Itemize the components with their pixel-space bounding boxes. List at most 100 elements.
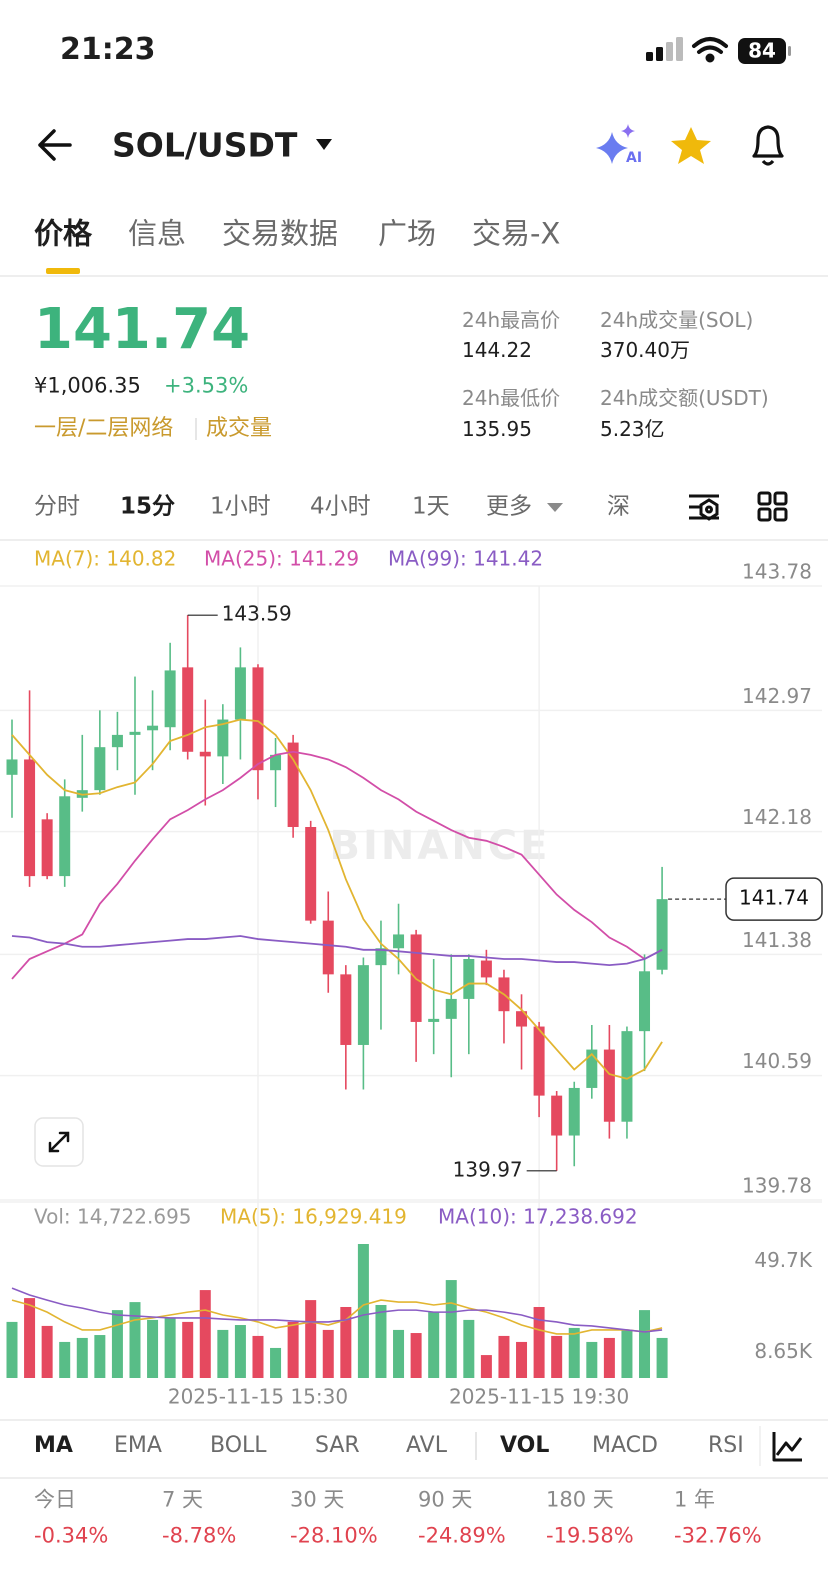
volume-bar <box>480 1355 492 1378</box>
alert-bell[interactable] <box>752 125 784 166</box>
performance-label: 90 天 <box>418 1487 473 1512</box>
performance-value: -28.10% <box>290 1523 378 1548</box>
volume-bar <box>59 1341 71 1378</box>
interval[interactable]: 更多 <box>486 493 532 520</box>
interval[interactable]: 分时 <box>34 493 80 520</box>
candle-body <box>199 751 211 757</box>
volume-bar <box>147 1319 159 1378</box>
indicator[interactable]: SAR <box>315 1433 360 1458</box>
interval[interactable]: 15分 <box>120 493 176 520</box>
interval[interactable]: 1小时 <box>210 493 271 520</box>
battery <box>738 38 786 64</box>
volume-legend: MA(5): 16,929.419 <box>220 1205 407 1229</box>
performance-value: -8.78% <box>162 1523 237 1548</box>
ma-line <box>11 718 663 1080</box>
fiat-price: ¥1,006.35 <box>34 373 141 398</box>
candle-body <box>147 725 159 731</box>
more-dropdown[interactable] <box>547 503 563 512</box>
interval[interactable]: 1天 <box>412 493 450 520</box>
ai-badge: AI <box>626 150 642 166</box>
tab[interactable]: 交易数据 <box>222 216 339 251</box>
indicator[interactable]: MA <box>34 1433 73 1458</box>
candle-body <box>568 1087 580 1136</box>
candle-body <box>445 998 457 1019</box>
kline-plot: 139.78 140.59 141.38 142.18 142.97 143.78 BINA… <box>0 547 823 1409</box>
indicator[interactable]: VOL <box>500 1433 550 1458</box>
volume-bar <box>410 1333 422 1378</box>
candle-body <box>463 959 475 999</box>
ai-button[interactable]: AI <box>596 124 642 166</box>
interval[interactable]: 深 <box>607 493 630 520</box>
candle-body <box>340 974 352 1045</box>
tag[interactable]: 一层/二层网络 <box>34 416 174 441</box>
candle-body <box>551 1095 563 1136</box>
volume-bar <box>586 1341 598 1378</box>
volume-bar <box>516 1341 528 1378</box>
tab[interactable]: 广场 <box>378 216 437 251</box>
indicator[interactable]: AVL <box>406 1433 447 1458</box>
volume-bar <box>234 1325 246 1378</box>
fullscreen-button[interactable] <box>34 1117 84 1167</box>
price-axis-label: 143.78 <box>742 560 812 584</box>
volume-bar <box>287 1321 299 1378</box>
volume-bar <box>76 1337 88 1378</box>
candle-body <box>603 1049 615 1122</box>
volume-bar <box>428 1312 440 1378</box>
performance-label: 1 年 <box>674 1487 716 1512</box>
volume-bar <box>357 1244 369 1378</box>
indicator[interactable]: BOLL <box>210 1433 267 1458</box>
tab[interactable]: 价格 <box>34 216 93 251</box>
battery-level: 84 <box>748 39 776 63</box>
pair-dropdown[interactable] <box>316 139 332 150</box>
volume-bar <box>322 1329 334 1378</box>
volume-bar <box>340 1306 352 1378</box>
wifi-icon <box>692 37 728 63</box>
status-time: 21:23 <box>60 32 156 67</box>
tab[interactable]: 交易-X <box>472 216 561 251</box>
candle-body <box>322 920 334 975</box>
stat-value: 370.40万 <box>600 338 690 362</box>
indicator[interactable]: EMA <box>114 1433 162 1458</box>
volume-bar <box>656 1337 668 1378</box>
stat-value: 135.95 <box>462 417 532 441</box>
favorite-star[interactable] <box>671 127 711 164</box>
pair-title[interactable]: SOL/USDT <box>112 125 298 165</box>
interval[interactable]: 4小时 <box>310 493 371 520</box>
indicator-settings-icon[interactable] <box>772 1432 803 1462</box>
watermark: BINANCE <box>330 823 551 869</box>
volume-bar <box>6 1321 18 1378</box>
candle-body <box>182 667 194 752</box>
candle-body <box>375 948 387 966</box>
back-button[interactable] <box>38 129 72 161</box>
candle-body <box>217 719 229 757</box>
ma-legend: MA(7): 140.82 <box>34 547 176 571</box>
candle-body <box>252 667 264 771</box>
volume-bar <box>94 1335 106 1378</box>
price-axis-label: 140.59 <box>742 1049 812 1073</box>
candle-body <box>621 1031 633 1122</box>
performance-label: 7 天 <box>162 1487 204 1512</box>
low-label: 139.97 <box>453 1157 523 1181</box>
ma-line <box>11 750 663 980</box>
chart-settings-icon[interactable] <box>689 494 719 521</box>
tag[interactable]: 成交量 <box>206 416 273 441</box>
volume-bar <box>393 1329 405 1378</box>
performance-label: 今日 <box>34 1487 76 1512</box>
tab[interactable]: 信息 <box>128 216 187 251</box>
price-change: +3.53% <box>164 373 249 398</box>
indicator[interactable]: MACD <box>592 1433 658 1458</box>
volume-ma-line <box>11 1299 663 1335</box>
performance-value: -19.58% <box>546 1523 634 1548</box>
active-tab-indicator <box>46 268 80 274</box>
candle-body <box>516 1011 528 1027</box>
layout-icon[interactable] <box>757 491 788 522</box>
volume-legend: MA(10): 17,238.692 <box>438 1205 638 1229</box>
volume-bar <box>568 1327 580 1378</box>
candle-body <box>94 747 106 791</box>
indicator[interactable]: RSI <box>708 1433 744 1458</box>
performance-label: 180 天 <box>546 1487 614 1512</box>
volume-legend: Vol: 14,722.695 <box>34 1205 192 1229</box>
volume-bar <box>603 1337 615 1378</box>
volume-bar <box>129 1302 141 1378</box>
